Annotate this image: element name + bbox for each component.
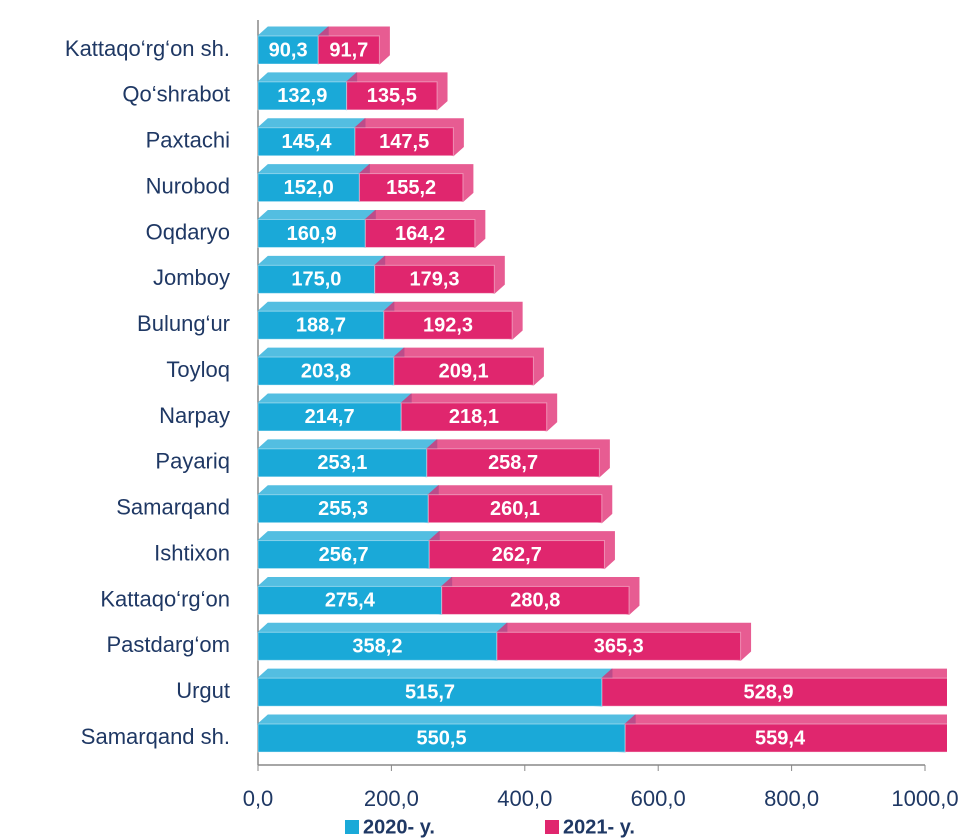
y-tick-label: Oqdaryo [146,219,230,244]
bar [257,585,443,615]
data-label: 179,3 [409,269,459,291]
data-label: 258,7 [488,452,538,474]
legend-swatch [545,820,559,834]
bar [393,356,534,386]
legend-label: 2021- y. [563,816,635,838]
data-label: 253,1 [317,452,367,474]
data-label: 155,2 [386,177,436,199]
data-label: 515,7 [405,681,455,703]
y-tick-label: Jomboy [153,265,230,290]
data-label: 145,4 [281,131,332,153]
data-label: 91,7 [329,39,368,61]
plot [256,26,947,753]
bar [354,127,454,157]
bar [400,402,548,432]
data-label: 365,3 [594,636,644,658]
y-tick-label: Ishtixon [154,540,230,565]
bar [624,723,947,753]
y-tick-label: Bulung‘ur [137,311,230,336]
data-label: 188,7 [296,315,346,337]
y-tick-label: Qo‘shrabot [122,82,230,107]
x-tick-label: 400,0 [497,786,552,811]
bar [257,310,385,340]
bar [257,402,402,432]
bar [257,448,428,478]
data-label: 255,3 [318,498,368,520]
bar [257,81,348,111]
bar [346,81,438,111]
data-label: 164,2 [395,223,445,245]
data-label: 260,1 [490,498,540,520]
data-label: 192,3 [423,315,473,337]
data-label: 550,5 [417,727,467,749]
x-tick-label: 800,0 [764,786,819,811]
data-label: 132,9 [277,85,327,107]
legend-label: 2020- y. [363,816,435,838]
x-tick-label: 600,0 [631,786,686,811]
data-label: 262,7 [492,544,542,566]
y-tick-label: Kattaqo‘rg‘on [100,586,230,611]
bar [441,585,630,615]
bar [257,494,429,524]
bar [257,218,366,248]
data-label: 152,0 [284,177,334,199]
y-tick-label: Pastdarg‘om [106,632,230,657]
data-label: 147,5 [379,131,429,153]
y-tick-label: Narpay [159,403,230,428]
data-label: 175,0 [291,269,341,291]
bar [428,540,605,570]
data-label: 358,2 [352,636,402,658]
bar [257,356,395,386]
data-label: 280,8 [510,590,560,612]
bar [374,264,495,294]
data-label: 559,4 [755,727,806,749]
x-tick-label: 200,0 [364,786,419,811]
y-tick-label: Toyloq [166,357,230,382]
data-label: 135,5 [367,85,417,107]
bar [383,310,513,340]
y-tick-label: Payariq [155,449,230,474]
y-tick-label: Urgut [176,678,230,703]
bar [317,35,380,65]
bar [427,494,603,524]
bar [496,631,742,661]
data-label: 218,1 [449,406,499,428]
data-label: 160,9 [287,223,337,245]
x-tick-label: 0,0 [243,786,274,811]
bar [601,677,947,707]
bar [257,35,319,65]
data-label: 203,8 [301,360,351,382]
bar [364,218,476,248]
data-label: 256,7 [319,544,369,566]
bar [257,677,603,707]
legend-swatch [345,820,359,834]
data-label: 209,1 [439,360,489,382]
y-tick-label: Kattaqo‘rg‘on sh. [65,36,230,61]
data-label: 214,7 [305,406,355,428]
bar [426,448,600,478]
bar [257,723,626,753]
data-label: 528,9 [743,681,793,703]
y-tick-label: Samarqand sh. [81,724,230,749]
bar [257,173,360,203]
bar [358,173,464,203]
x-tick-label: 1000,0 [891,786,958,811]
data-label: 275,4 [325,590,376,612]
y-tick-label: Paxtachi [146,128,230,153]
data-label: 90,3 [269,39,308,61]
y-tick-label: Nurobod [146,173,230,198]
bar [257,631,498,661]
bar [257,127,356,157]
y-tick-label: Samarqand [116,495,230,520]
